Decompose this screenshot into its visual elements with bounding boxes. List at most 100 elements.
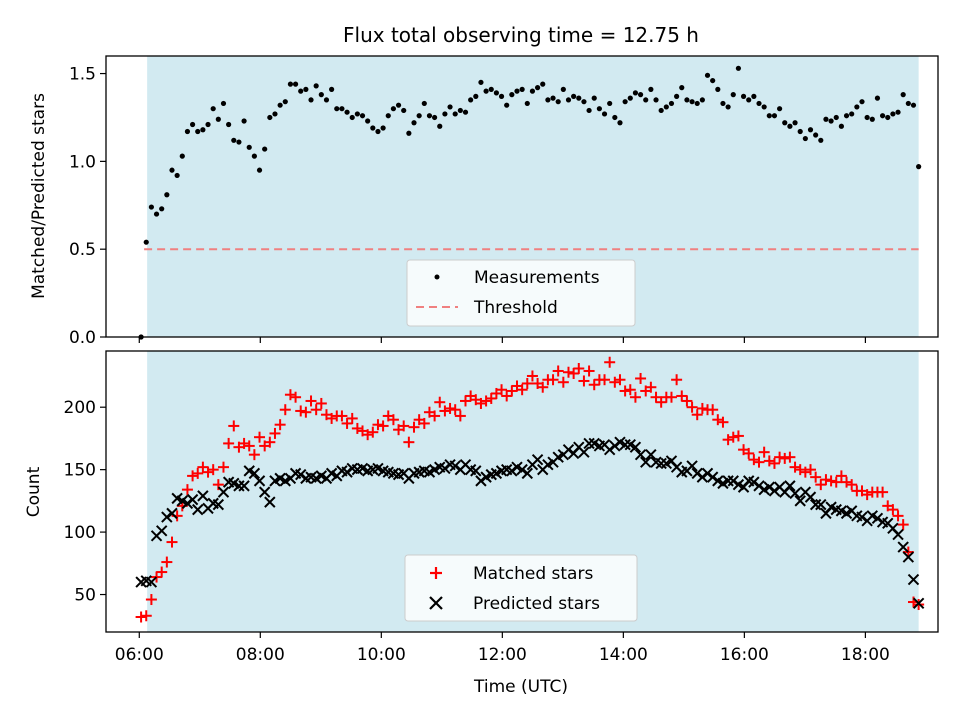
measurement-point [468, 97, 474, 103]
measurement-point [720, 100, 726, 107]
marker-stroke [784, 480, 796, 492]
marker-stroke [907, 573, 920, 586]
measurement-point [715, 86, 721, 92]
predicted-star-marker [645, 448, 657, 461]
predicted-star-marker [521, 467, 533, 480]
matched-star-marker [181, 484, 193, 496]
predicted-star-marker [897, 541, 909, 553]
matched-star-marker [810, 471, 822, 483]
marker-stroke [732, 478, 745, 491]
measurement-point [473, 93, 479, 99]
matched-star-marker [573, 362, 585, 374]
marker-stroke [140, 575, 152, 587]
marker-stroke [382, 466, 394, 478]
legend-matched-marker [430, 567, 442, 579]
bottom-legend: Matched stars Predicted stars [404, 554, 638, 622]
measurement-point [370, 125, 376, 131]
marker-stroke [845, 505, 858, 517]
measurement-point [694, 100, 700, 107]
marker-stroke [500, 463, 513, 476]
matched-star-marker [439, 405, 451, 417]
measurement-point [344, 109, 350, 115]
measurement-point [452, 111, 458, 117]
marker-stroke [619, 438, 631, 451]
predicted-star-marker [640, 456, 652, 468]
measurement-point [699, 97, 705, 103]
matched-star-marker [264, 436, 276, 448]
top-y-axis-label: Matched/Predicted stars [29, 93, 49, 299]
marker-stroke [222, 476, 235, 488]
matched-star-marker [300, 406, 312, 418]
matched-star-marker [336, 410, 348, 422]
marker-stroke [315, 470, 328, 482]
predicted-star-marker [248, 467, 261, 480]
predicted-star-marker [809, 498, 822, 511]
matched-star-marker [712, 414, 724, 426]
matched-star-marker [315, 397, 327, 409]
marker-stroke [773, 481, 786, 493]
matched-star-marker [861, 489, 873, 501]
measurement-point [576, 95, 582, 101]
marker-stroke [815, 498, 827, 511]
measurement-point [905, 100, 911, 107]
marker-stroke [377, 465, 389, 477]
measurement-point [519, 86, 525, 92]
measurement-point [189, 121, 196, 128]
marker-stroke [789, 487, 801, 500]
measurement-point [488, 86, 494, 92]
predicted-star-marker [907, 573, 920, 586]
marker-stroke [892, 528, 904, 541]
measurement-point [200, 127, 206, 133]
matched-star-marker [429, 410, 441, 422]
measurement-point [308, 97, 314, 103]
matched-star-marker [599, 374, 611, 386]
measurement-point [349, 114, 355, 121]
measurement-point [550, 95, 556, 101]
top-y-tick-label: 0.0 [69, 328, 96, 348]
measurement-point [143, 239, 149, 245]
measurement-point [596, 106, 602, 112]
matched-star-marker [377, 420, 389, 432]
marker-stroke [573, 441, 585, 453]
matched-star-marker [501, 390, 513, 402]
marker-stroke [799, 486, 812, 498]
marker-stroke [470, 465, 482, 477]
measurement-point [236, 139, 242, 145]
matched-star-marker [192, 467, 204, 479]
matched-star-marker [815, 479, 827, 491]
top-legend: Measurements Threshold [406, 259, 636, 327]
measurement-point [746, 97, 752, 103]
marker-stroke [851, 510, 863, 522]
measurement-point [169, 167, 175, 173]
measurement-point [710, 77, 716, 84]
matched-star-marker [568, 367, 580, 379]
marker-stroke [665, 455, 678, 467]
matched-star-marker [228, 420, 240, 432]
marker-stroke [804, 491, 817, 503]
marker-stroke [166, 507, 178, 520]
marker-stroke [794, 495, 806, 507]
bottom-x-ticks: 06:00 08:00 10:00 12:00 14:00 16:00 18:00 [115, 632, 890, 665]
matched-star-marker [279, 404, 291, 416]
predicted-star-marker [155, 525, 168, 537]
measurement-point [534, 85, 541, 91]
measurement-point [859, 99, 865, 105]
measurement-point [565, 97, 572, 103]
measurement-point [663, 104, 669, 110]
measurement-point [329, 86, 335, 92]
measurement-point [864, 114, 870, 121]
top-legend-box [406, 259, 636, 327]
measurement-point [668, 100, 675, 107]
marker-stroke [634, 448, 647, 461]
predicted-star-marker [655, 457, 667, 470]
marker-stroke [650, 456, 662, 468]
measurement-point [735, 65, 742, 71]
marker-stroke [743, 475, 755, 487]
predicted-star-marker [804, 491, 817, 503]
top-y-tick-label: 1.0 [69, 152, 96, 172]
marker-stroke [887, 522, 899, 535]
measurement-point [339, 106, 345, 112]
matched-star-marker [145, 594, 157, 606]
marker-stroke [712, 475, 724, 487]
marker-stroke [624, 438, 636, 451]
